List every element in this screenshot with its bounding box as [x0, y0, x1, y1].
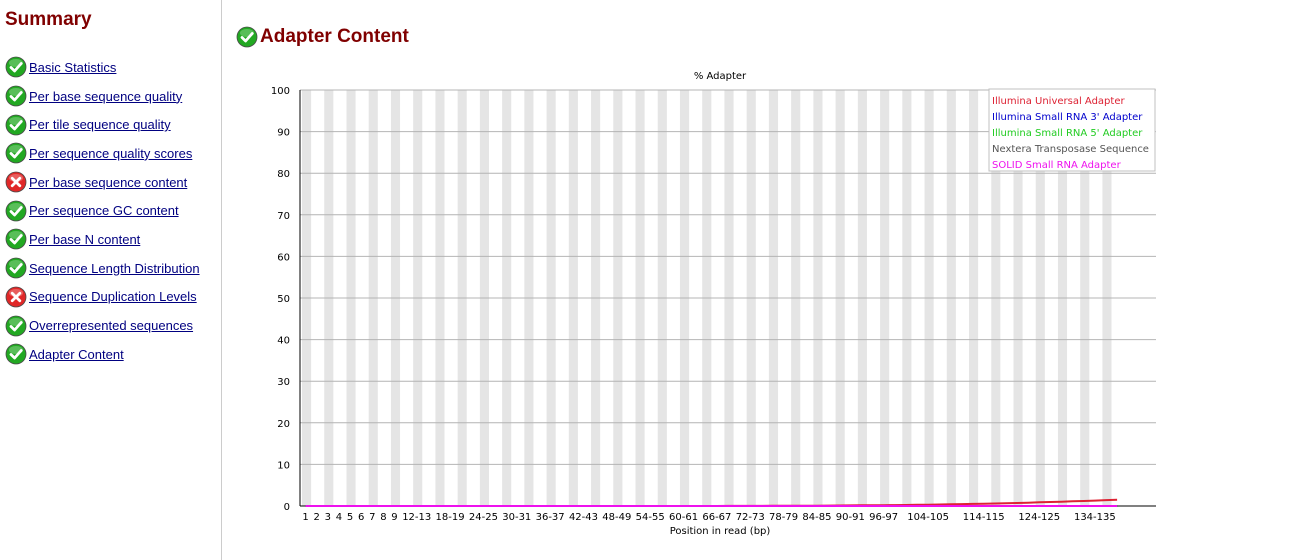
x-tick-label: 90-91 — [836, 512, 865, 523]
x-tick-label: 114-115 — [963, 512, 1005, 523]
x-tick-label: 2 — [313, 512, 319, 523]
x-tick-label: 3 — [325, 512, 331, 523]
sidebar-item: Sequence Length Distribution — [5, 254, 200, 283]
sidebar-link-per-sequence-quality-scores[interactable]: Per sequence quality scores — [29, 145, 193, 161]
x-tick-label: 54-55 — [636, 512, 665, 523]
x-tick-label: 18-19 — [436, 512, 465, 523]
sidebar-item: Per tile sequence quality — [5, 110, 200, 139]
y-tick-label: 40 — [277, 336, 290, 347]
pass-icon — [5, 56, 27, 78]
sidebar-link-per-tile-sequence-quality[interactable]: Per tile sequence quality — [29, 117, 171, 133]
pass-icon — [5, 257, 27, 279]
x-tick-label: 24-25 — [469, 512, 498, 523]
y-tick-label: 30 — [277, 377, 290, 388]
x-tick-label: 96-97 — [869, 512, 898, 523]
sidebar-link-adapter-content[interactable]: Adapter Content — [29, 346, 124, 362]
module-list: Basic Statistics Per base sequence qualit… — [5, 53, 200, 369]
fail-icon — [5, 171, 27, 193]
x-tick-label: 6 — [358, 512, 364, 523]
pass-icon — [5, 228, 27, 250]
x-tick-label: 36-37 — [536, 512, 565, 523]
legend-entry: Nextera Transposase Sequence — [992, 144, 1149, 155]
sidebar-item: Sequence Duplication Levels — [5, 283, 200, 312]
sidebar-link-overrepresented-sequences[interactable]: Overrepresented sequences — [29, 318, 194, 334]
x-tick-label: 1 — [302, 512, 308, 523]
x-tick-label: 104-105 — [907, 512, 949, 523]
x-tick-label: 4 — [336, 512, 342, 523]
sidebar-item: Per base sequence quality — [5, 82, 200, 111]
legend-entry: SOLID Small RNA Adapter — [992, 160, 1122, 171]
x-tick-label: 9 — [391, 512, 397, 523]
x-tick-label: 5 — [347, 512, 353, 523]
x-tick-label: 8 — [380, 512, 386, 523]
sidebar-link-per-base-n-content[interactable]: Per base N content — [29, 231, 141, 247]
y-tick-label: 100 — [271, 86, 290, 97]
y-tick-label: 10 — [277, 460, 290, 471]
x-tick-label: 7 — [369, 512, 375, 523]
x-tick-label: 84-85 — [802, 512, 831, 523]
x-tick-label: 42-43 — [569, 512, 598, 523]
y-tick-label: 90 — [277, 128, 290, 139]
chart-title: % Adapter — [694, 71, 747, 82]
adapter-content-chart: 0 10 20 30 40 50 60 70 80 90 100 1 2 3 4 5 6 7 8 9 12-13 18-1… — [271, 71, 1156, 537]
y-tick-label: 60 — [277, 252, 290, 263]
pass-icon — [5, 343, 27, 365]
sidebar-link-per-base-sequence-quality[interactable]: Per base sequence quality — [29, 88, 183, 104]
x-tick-label: 60-61 — [669, 512, 698, 523]
x-tick-label: 134-135 — [1074, 512, 1116, 523]
sidebar-link-per-base-sequence-content[interactable]: Per base sequence content — [29, 174, 188, 190]
y-tick-label: 70 — [277, 211, 290, 222]
x-tick-label: 12-13 — [402, 512, 431, 523]
sidebar-item: Basic Statistics — [5, 53, 200, 82]
pass-icon — [236, 26, 258, 48]
legend-entry: Illumina Small RNA 3' Adapter — [992, 112, 1143, 123]
sidebar-item: Per sequence quality scores — [5, 139, 200, 168]
pass-icon — [5, 315, 27, 337]
sidebar-link-basic-statistics[interactable]: Basic Statistics — [29, 59, 117, 75]
y-tick-label: 50 — [277, 294, 290, 305]
x-tick-label: 30-31 — [502, 512, 531, 523]
x-tick-label: 48-49 — [602, 512, 631, 523]
legend-box — [988, 88, 1156, 172]
x-tick-label: 66-67 — [702, 512, 731, 523]
fail-icon — [5, 286, 27, 308]
x-axis-label: Position in read (bp) — [670, 526, 771, 537]
sidebar-title: Summary — [5, 9, 92, 30]
y-tick-label: 80 — [277, 169, 290, 180]
sidebar-link-per-sequence-gc-content[interactable]: Per sequence GC content — [29, 203, 179, 219]
x-tick-label: 124-125 — [1018, 512, 1060, 523]
pass-icon — [5, 114, 27, 136]
legend-entry: Illumina Small RNA 5' Adapter — [992, 128, 1143, 139]
legend-entry: Illumina Universal Adapter — [992, 96, 1125, 107]
pass-icon — [5, 142, 27, 164]
module-header: Adapter Content — [236, 26, 409, 48]
pass-icon — [5, 200, 27, 222]
x-tick-label: 72-73 — [736, 512, 765, 523]
sidebar-link-sequence-length-distribution[interactable]: Sequence Length Distribution — [29, 260, 200, 276]
y-tick-label: 0 — [284, 502, 290, 513]
y-tick-label: 20 — [277, 419, 290, 430]
sidebar: Summary Basic Statistics Per base sequenc… — [0, 0, 222, 560]
sidebar-item: Per base N content — [5, 225, 200, 254]
pass-icon — [5, 85, 27, 107]
sidebar-link-sequence-duplication-levels[interactable]: Sequence Duplication Levels — [29, 289, 197, 305]
sidebar-item: Per sequence GC content — [5, 196, 200, 225]
sidebar-item: Overrepresented sequences — [5, 311, 200, 340]
sidebar-item: Adapter Content — [5, 340, 200, 369]
module-title: Adapter Content — [260, 26, 409, 47]
sidebar-item: Per base sequence content — [5, 168, 200, 197]
x-tick-label: 78-79 — [769, 512, 798, 523]
